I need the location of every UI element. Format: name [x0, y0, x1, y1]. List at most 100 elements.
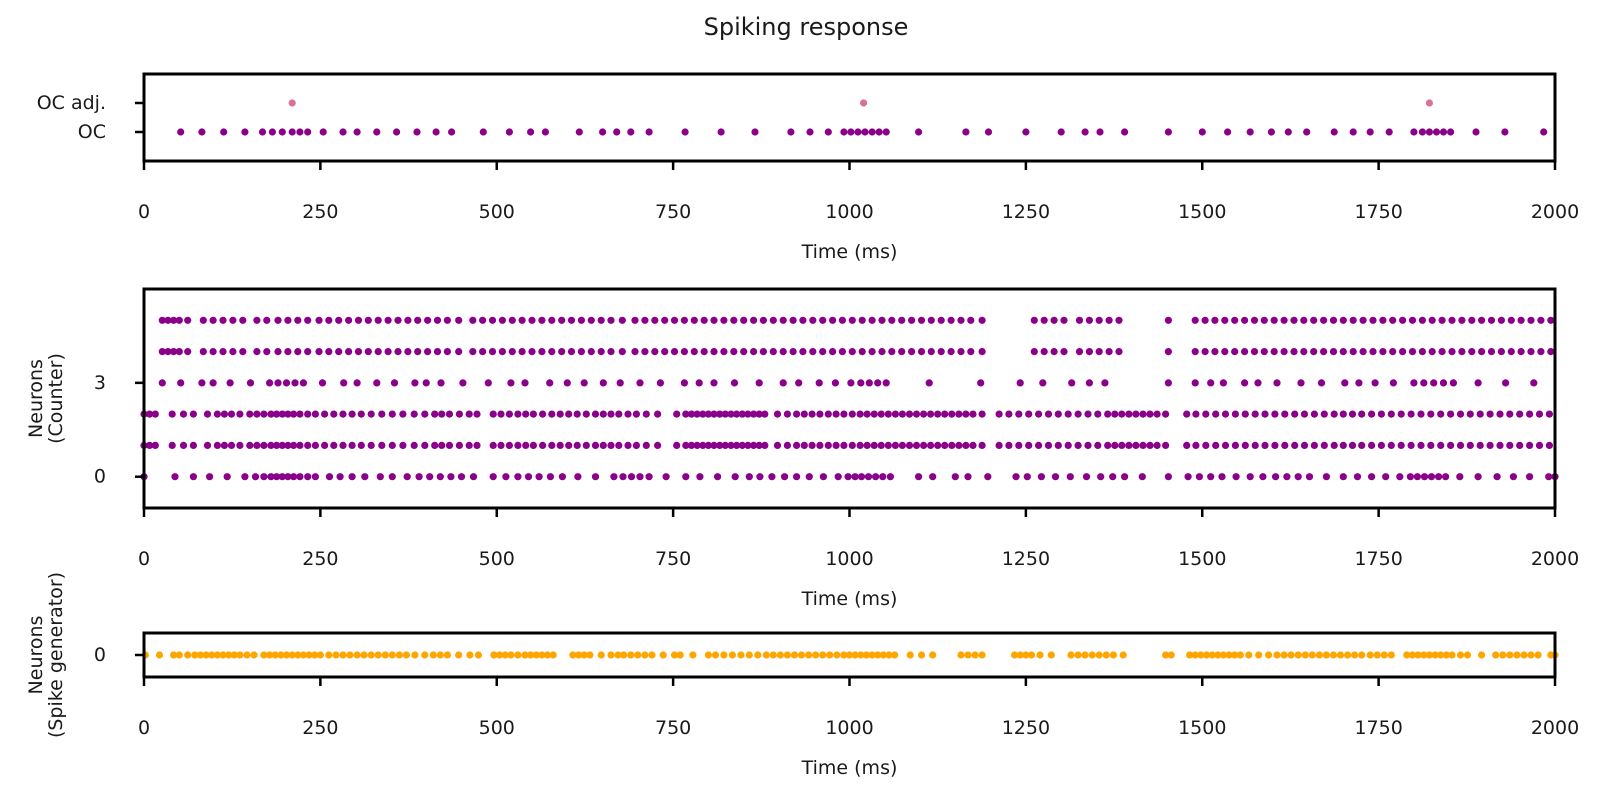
spike-point	[274, 348, 282, 356]
spike-point	[759, 316, 768, 324]
spike-point	[1336, 651, 1345, 659]
spike-point	[854, 128, 862, 136]
spike-point	[1281, 410, 1289, 418]
spike-point	[404, 316, 412, 324]
spike-point	[1294, 473, 1302, 481]
spike-point	[1486, 410, 1494, 418]
spike-point	[1545, 473, 1553, 481]
spike-point	[1267, 128, 1275, 136]
spike-point	[730, 379, 739, 387]
spike-point	[548, 410, 556, 418]
spike-point	[367, 410, 375, 418]
spike-point	[619, 473, 627, 481]
spike-point	[484, 379, 492, 387]
spike-point	[1517, 348, 1525, 356]
spike-point	[957, 348, 965, 356]
spike-point	[394, 316, 402, 324]
spike-point	[699, 410, 707, 418]
spike-point	[422, 379, 430, 387]
spike-point	[151, 410, 159, 418]
spike-point	[527, 128, 535, 136]
spike-point	[738, 410, 746, 418]
spike-point	[908, 348, 916, 356]
spike-point	[580, 379, 588, 387]
spike-point	[745, 651, 753, 659]
y-axis-label-line: (Counter)	[45, 353, 67, 444]
spike-point	[745, 473, 753, 481]
spike-point	[1506, 441, 1514, 449]
spike-point	[1241, 441, 1249, 449]
spike-point	[858, 348, 866, 356]
spike-point	[1011, 651, 1019, 659]
spike-point	[1387, 410, 1395, 418]
spike-point	[1219, 379, 1227, 387]
spike-point	[1368, 441, 1376, 449]
spike-point	[848, 410, 856, 418]
spike-point	[1507, 316, 1515, 324]
spike-point	[676, 651, 684, 659]
spike-point	[431, 410, 439, 418]
spike-point	[863, 410, 871, 418]
spike-point	[815, 379, 823, 387]
spike-point	[239, 348, 247, 356]
spike-point	[426, 473, 434, 481]
spike-point	[1066, 473, 1074, 481]
spike-point	[1520, 651, 1528, 659]
spike-point	[1310, 316, 1318, 324]
spike-point	[414, 348, 422, 356]
spike-point	[1057, 128, 1065, 136]
spike-point	[1084, 441, 1092, 449]
spike-point	[1438, 316, 1446, 324]
spike-point	[296, 410, 304, 418]
spike-point	[390, 379, 399, 387]
spike-point	[1096, 128, 1104, 136]
spike-point	[1300, 316, 1308, 324]
spike-point	[1502, 379, 1510, 387]
spike-point	[607, 651, 615, 659]
spike-point	[151, 441, 159, 449]
spike-point	[1456, 473, 1464, 481]
spike-point	[304, 410, 312, 418]
spike-point	[388, 410, 396, 418]
spike-point	[1074, 410, 1082, 418]
spike-point	[840, 441, 848, 449]
spike-point	[641, 651, 649, 659]
spike-point	[1255, 651, 1263, 659]
spike-point	[721, 410, 729, 418]
spike-point	[1271, 410, 1279, 418]
spike-point	[290, 410, 298, 418]
spike-point	[315, 316, 323, 324]
spike-point	[213, 651, 221, 659]
spike-point	[443, 316, 451, 324]
spike-point	[769, 651, 777, 659]
spike-point	[720, 651, 728, 659]
spike-point	[413, 128, 421, 136]
spike-point	[1040, 316, 1048, 324]
spike-point	[730, 348, 738, 356]
spike-point	[473, 410, 481, 418]
spike-point	[184, 316, 192, 324]
x-axis-label: Time (ms)	[801, 241, 898, 263]
spike-point	[1526, 473, 1534, 481]
spike-point	[455, 441, 463, 449]
spike-point	[891, 441, 900, 449]
y-axis-label: Neurons(Spike generator)	[25, 572, 67, 738]
spike-point	[282, 651, 291, 659]
spike-point	[209, 348, 217, 356]
spike-point	[1527, 316, 1535, 324]
spike-point	[1540, 128, 1548, 136]
spike-point	[1492, 651, 1500, 659]
spike-point	[1437, 441, 1445, 449]
spike-point	[1184, 473, 1192, 481]
spike-point	[1339, 441, 1347, 449]
spike-point	[654, 441, 662, 449]
spike-point	[203, 441, 212, 449]
x-tick-label: 250	[302, 201, 338, 223]
spike-point	[336, 473, 344, 481]
y-tick-label: OC adj.	[37, 92, 106, 114]
spike-point	[934, 410, 942, 418]
spike-point	[582, 410, 590, 418]
spike-point	[575, 128, 583, 136]
spike-point	[680, 348, 689, 356]
spike-point	[969, 441, 977, 449]
